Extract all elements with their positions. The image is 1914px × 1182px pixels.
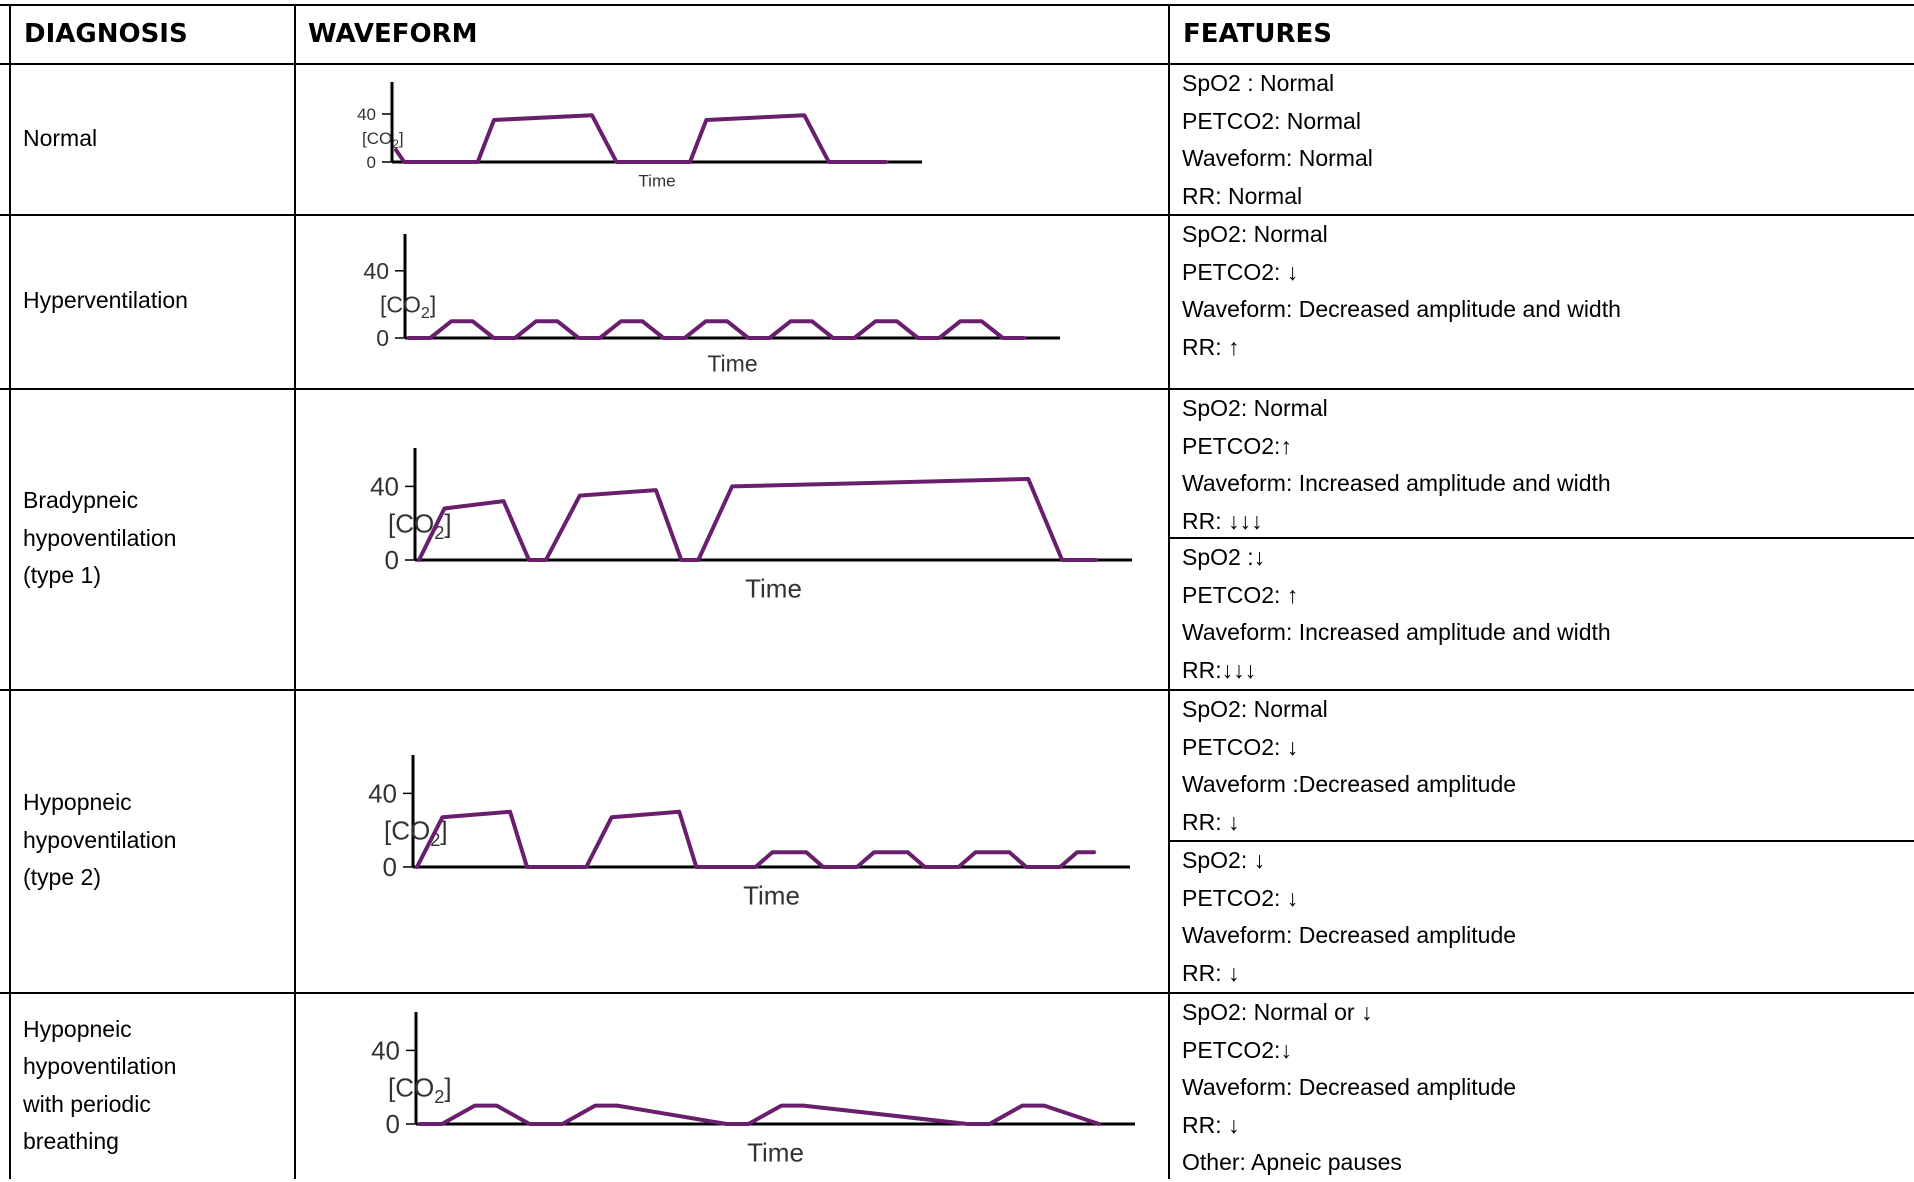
diagnosis-label: hypoventilation xyxy=(23,826,177,853)
feature-line: RR:↓↓↓ xyxy=(1182,656,1257,683)
diagnosis-label: Bradypneic xyxy=(23,487,139,514)
y-tick-label-0: 0 xyxy=(376,325,389,351)
feature-line: SpO2 :↓ xyxy=(1182,544,1266,570)
feature-line: Waveform: Decreased amplitude xyxy=(1182,1074,1517,1100)
capnogram-hypopneic-type-2: 40 0[CO2] Time xyxy=(368,755,1130,911)
diagnosis-label: (type 1) xyxy=(23,562,101,589)
y-tick-label-40: 40 xyxy=(371,1036,400,1066)
feature-line: PETCO2: ↓ xyxy=(1182,733,1299,760)
diagnosis-label: Hypopneic xyxy=(23,789,132,816)
feature-line: PETCO2:↓ xyxy=(1182,1036,1292,1063)
y-axis-label: [CO2] xyxy=(388,1072,452,1107)
diagnosis-label: (type 2) xyxy=(23,864,101,891)
feature-line: PETCO2:↑ xyxy=(1182,432,1292,459)
column-divider xyxy=(1168,4,1170,1179)
co2-trace xyxy=(394,113,888,164)
feature-line: RR: ↓↓↓ xyxy=(1182,507,1263,534)
x-axis-label: Time xyxy=(745,574,802,604)
capnogram-normal: 40 0 [CO2] Time xyxy=(357,82,922,191)
feature-line: PETCO2: ↑ xyxy=(1182,581,1299,608)
diagnosis-label: Normal xyxy=(23,124,98,151)
diagnosis-label: breathing xyxy=(23,1128,119,1154)
table-left-border xyxy=(9,4,11,1179)
x-axis-label: Time xyxy=(638,172,675,191)
feature-subdivider xyxy=(1168,537,1914,539)
y-axis-label: [CO2] xyxy=(380,291,436,322)
diagnosis-label: hypoventilation xyxy=(23,1053,177,1079)
table-top-border xyxy=(0,4,1914,6)
row-divider xyxy=(0,992,1914,994)
row-divider xyxy=(0,689,1914,691)
capnogram-hyperventilation: 40 0 [CO2] Time xyxy=(363,234,1060,376)
feature-line: Waveform: Decreased amplitude and width xyxy=(1182,296,1621,322)
y-tick-label-40: 40 xyxy=(363,258,389,284)
feature-line: RR: ↓ xyxy=(1182,808,1240,835)
capnogram-bradypneic: 400[CO2]Time xyxy=(370,448,1132,604)
feature-line: RR: ↓ xyxy=(1182,1111,1240,1138)
y-tick-label-0: 0 xyxy=(367,153,376,172)
feature-line: Waveform :Decreased amplitude xyxy=(1182,771,1517,797)
feature-line: RR: ↑ xyxy=(1182,333,1240,360)
header-features: FEATURES xyxy=(1183,19,1332,49)
feature-line: SpO2: ↓ xyxy=(1182,847,1266,873)
feature-line: RR: Normal xyxy=(1182,182,1303,209)
feature-line: SpO2: Normal or ↓ xyxy=(1182,999,1373,1025)
co2-trace xyxy=(407,319,1026,340)
feature-line: Other: Apneic pauses xyxy=(1182,1149,1402,1175)
feature-line: PETCO2: Normal xyxy=(1182,107,1361,134)
diagnosis-label: Hypopneic xyxy=(23,1015,132,1042)
co2-trace xyxy=(415,809,1096,869)
y-tick-label-40: 40 xyxy=(370,472,399,502)
x-axis-label: Time xyxy=(747,1138,804,1168)
x-axis-label: Time xyxy=(743,881,800,911)
column-divider xyxy=(294,4,296,1179)
co2-trace xyxy=(417,477,1098,562)
header-divider xyxy=(0,63,1914,65)
diagnosis-label: with periodic xyxy=(23,1090,151,1117)
feature-line: PETCO2: ↓ xyxy=(1182,258,1299,285)
y-axis-label: [CO2] xyxy=(384,815,448,850)
header-waveform: WAVEFORM xyxy=(308,19,478,49)
row-divider xyxy=(0,214,1914,216)
feature-subdivider xyxy=(1168,840,1914,842)
y-tick-label-0: 0 xyxy=(385,545,399,575)
feature-line: Waveform: Normal xyxy=(1182,145,1373,171)
diagnosis-label: Hyperventilation xyxy=(23,287,188,314)
y-tick-label-0: 0 xyxy=(386,1109,400,1139)
feature-line: SpO2 : Normal xyxy=(1182,70,1335,96)
feature-line: Waveform: Increased amplitude and width xyxy=(1182,470,1611,496)
feature-line: SpO2: Normal xyxy=(1182,395,1328,421)
feature-line: PETCO2: ↓ xyxy=(1182,884,1299,911)
x-axis-label: Time xyxy=(707,350,757,376)
diagnosis-label: hypoventilation xyxy=(23,524,177,551)
y-axis-label: [CO2] xyxy=(362,129,404,151)
row-divider xyxy=(0,388,1914,390)
feature-line: Waveform: Decreased amplitude xyxy=(1182,922,1517,948)
capnogram-hypopneic-periodic: 40 0[CO2] Time xyxy=(371,1012,1135,1168)
y-tick-label-40: 40 xyxy=(357,105,376,124)
feature-line: Waveform: Increased amplitude and width xyxy=(1182,619,1611,645)
feature-line: RR: ↓ xyxy=(1182,959,1240,986)
y-tick-label-40: 40 xyxy=(368,779,397,809)
header-diagnosis: DIAGNOSIS xyxy=(24,19,188,49)
y-tick-label-0: 0 xyxy=(383,852,397,882)
feature-line: SpO2: Normal xyxy=(1182,221,1328,247)
co2-trace xyxy=(418,1103,1101,1126)
feature-line: SpO2: Normal xyxy=(1182,696,1328,722)
